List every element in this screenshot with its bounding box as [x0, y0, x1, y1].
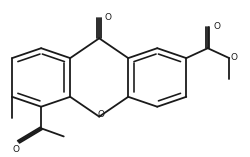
Text: O: O: [98, 110, 105, 119]
Text: O: O: [13, 145, 20, 154]
Text: O: O: [230, 53, 237, 62]
Text: O: O: [104, 13, 112, 22]
Text: O: O: [213, 22, 220, 31]
